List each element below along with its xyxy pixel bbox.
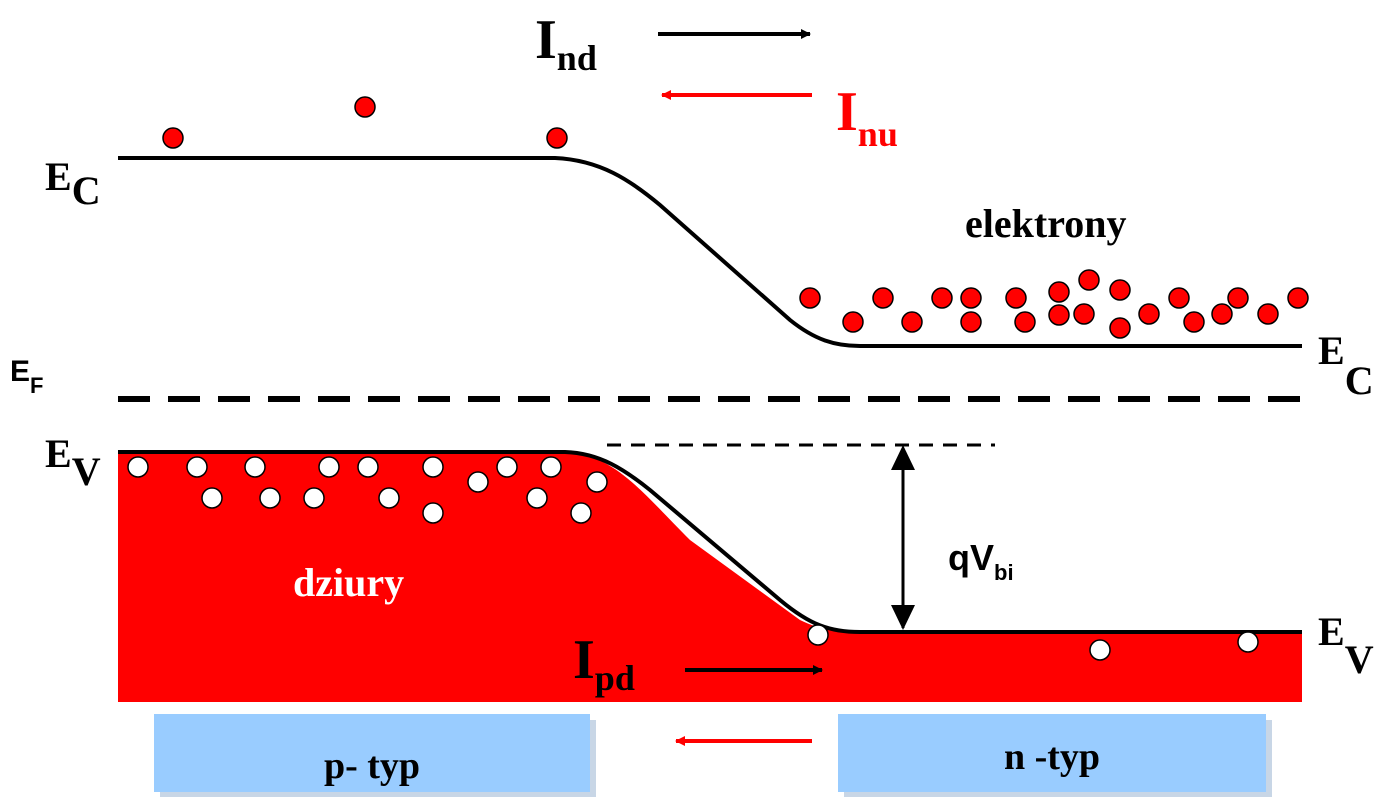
electron-dot [1168,287,1190,309]
hole-dot [303,487,325,509]
valence-band-edge [118,450,1302,634]
hole-dot [496,456,518,478]
ipd-label: Ipd [573,629,635,698]
ec-right-label: EC [1318,328,1374,403]
electron-dot [872,287,894,309]
electron-dot [1109,317,1131,339]
valence-band-fill [118,452,1302,702]
holes-group [127,456,1259,661]
electron-dot [960,311,982,333]
electron-dot [1048,304,1070,326]
electron-dot [1073,303,1095,325]
hole-dot [127,456,149,478]
electron-dot [1138,303,1160,325]
electron-dot [1287,287,1309,309]
hole-dot [318,456,340,478]
hole-dot [526,487,548,509]
electron-dot [354,96,376,118]
p-region-box [154,714,590,792]
ec-left-label: EC [45,154,101,213]
electron-dot [799,287,821,309]
qvbi-arrow-head-top [891,445,915,470]
electron-dot [1005,287,1027,309]
electron-dot [960,287,982,309]
p-region-label: p- typ [324,745,420,787]
ef-label: EF [10,355,43,398]
electron-dot [1014,311,1036,333]
electrons-label: elektrony [965,201,1126,246]
hole-dot [570,502,592,524]
n-region-label: n -typ [1004,736,1100,778]
hole-dot [586,471,608,493]
hole-dot [259,487,281,509]
qvbi-arrow-head-bottom [891,605,915,630]
ev-right-label: EV [1318,609,1374,682]
hole-dot [1237,631,1259,653]
ev-left-label: EV [45,431,101,494]
electron-dot [1211,303,1233,325]
hole-dot [357,456,379,478]
hole-dot [467,471,489,493]
electron-dot [162,127,184,149]
conduction-band-edge [118,156,1302,348]
electron-dot [546,127,568,149]
hole-dot [378,487,400,509]
hole-dot [201,487,223,509]
electron-dot [1109,279,1131,301]
hole-dot [540,456,562,478]
hole-dot [244,456,266,478]
electron-dot [1227,287,1249,309]
qvbi-label: qVbi [948,537,1014,585]
holes-label: dziury [293,560,404,605]
ind-label: Ind [535,9,597,78]
hole-dot [422,502,444,524]
electron-dot [1048,281,1070,303]
electron-dot [842,311,864,333]
electron-dot [931,287,953,309]
inu-label: Inu [836,81,898,154]
hole-dot [186,456,208,478]
electron-dot [1183,311,1205,333]
hole-dot [422,456,444,478]
hole-dot [1089,639,1111,661]
electron-dot [1257,303,1279,325]
electrons-group [162,96,1309,339]
electron-dot [901,311,923,333]
hole-dot [807,624,829,646]
n-region-box [838,714,1266,792]
electron-dot [1078,269,1100,291]
